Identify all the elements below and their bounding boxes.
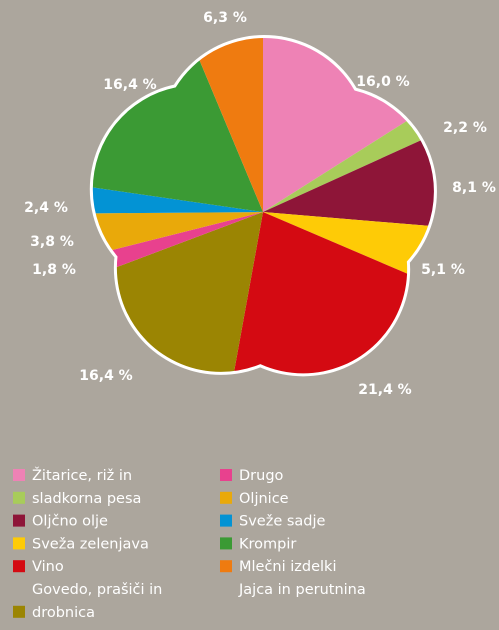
- legend-label: drobnica: [32, 605, 95, 621]
- value-label: 2,2 %: [443, 120, 487, 136]
- legend-label: Oljnice: [239, 491, 289, 507]
- legend-swatch: [220, 491, 232, 504]
- legend-swatch: [13, 514, 25, 527]
- value-label: 16,4 %: [79, 368, 132, 384]
- legend-label: Sveža zelenjava: [32, 536, 149, 552]
- pie-slice: [263, 212, 434, 315]
- pie-slice: [263, 104, 434, 234]
- pie-slice: [92, 212, 263, 304]
- pie-slice: [263, 72, 434, 212]
- value-label: 21,4 %: [358, 382, 411, 398]
- legend-swatch: [13, 560, 25, 573]
- legend-label: sladkorna pesa: [32, 491, 141, 507]
- legend-swatch: [13, 537, 25, 550]
- value-label: 16,4 %: [103, 77, 156, 93]
- legend-swatch: [13, 491, 25, 504]
- legend-label: Jajca in perutnina: [238, 582, 366, 598]
- value-label: 5,1 %: [421, 262, 465, 278]
- legend-label: Žitarice, riž in: [32, 466, 132, 484]
- legend-label: Govedo, prašiči in: [32, 582, 162, 598]
- legend-swatch: [220, 514, 232, 527]
- legend-label: Mlečni izdelki: [239, 559, 336, 575]
- value-label: 1,8 %: [32, 262, 76, 278]
- legend-label: Oljčno olje: [32, 514, 108, 530]
- pie-slice: [162, 38, 263, 212]
- legend-swatch: [13, 469, 25, 481]
- value-label: 3,8 %: [30, 234, 74, 250]
- legend-swatch: [220, 537, 232, 550]
- value-label: 8,1 %: [452, 180, 496, 196]
- value-label: 6,3 %: [203, 10, 247, 26]
- legend-label: Krompir: [239, 536, 296, 552]
- legend-label: Drugo: [239, 468, 284, 484]
- legend-swatch: [13, 605, 25, 618]
- legend-swatch: [220, 469, 232, 481]
- legend-swatch: [220, 560, 232, 573]
- pie-slice: [216, 212, 434, 374]
- value-label: 16,0 %: [356, 74, 409, 90]
- pie-slice: [92, 174, 263, 215]
- value-label: 2,4 %: [24, 200, 68, 216]
- legend-label: Vino: [32, 559, 64, 575]
- pie-slice: [92, 212, 263, 276]
- legend-label: Sveže sadje: [239, 514, 326, 530]
